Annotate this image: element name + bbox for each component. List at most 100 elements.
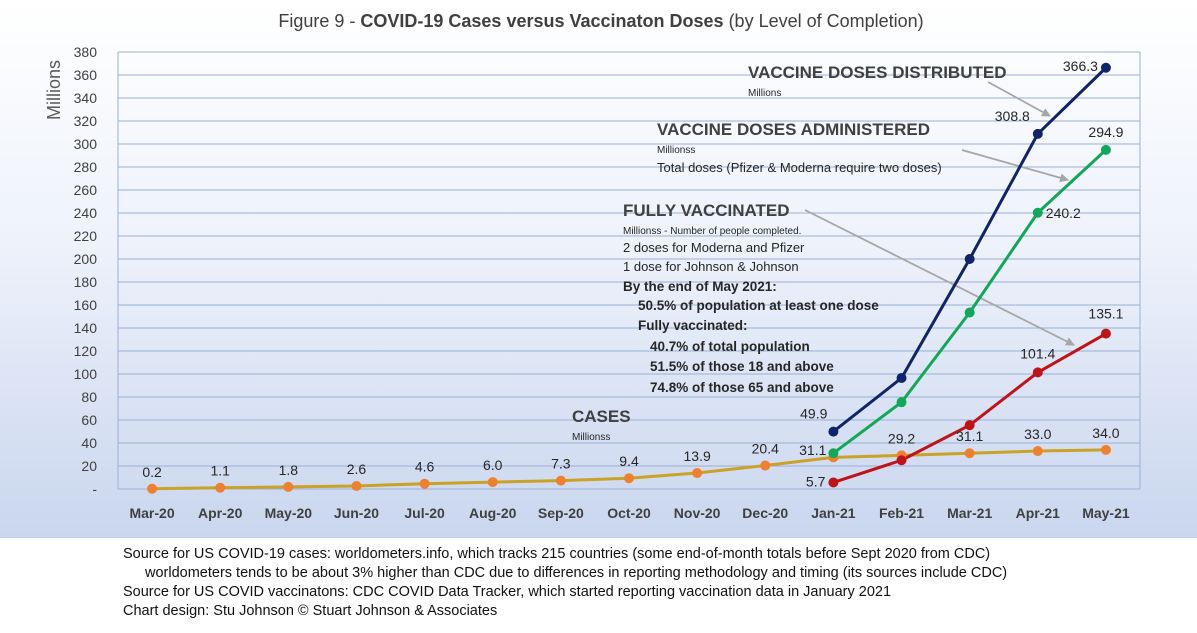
arrow-distributed xyxy=(987,81,1051,117)
annotation-fully-stat-1: By the end of May 2021: xyxy=(623,279,777,294)
x-tick-jun-20: Jun-20 xyxy=(334,505,379,521)
annotation-distributed-title: VACCINE DOSES DISTRIBUTED xyxy=(748,63,1007,82)
x-tick-nov-20: Nov-20 xyxy=(674,505,721,521)
series-line-fully xyxy=(832,332,1107,484)
gridlines xyxy=(117,51,1141,490)
arrow-administered xyxy=(961,149,1069,183)
data-label-administered-may-21: 294.9 xyxy=(1088,124,1123,140)
y-tick-60: 60 xyxy=(81,412,97,428)
point-distributed-feb-21 xyxy=(896,373,907,384)
y-tick-280: 280 xyxy=(74,159,98,175)
y-tick-380: 380 xyxy=(74,44,98,60)
x-tick-apr-20: Apr-20 xyxy=(198,505,243,521)
point-administered-may-21 xyxy=(1100,144,1111,155)
line-chart: Figure 9 - COVID-19 Cases versus Vaccina… xyxy=(44,11,1141,521)
point-cases-oct-20 xyxy=(624,473,634,484)
point-fully-feb-21 xyxy=(896,455,907,466)
y-tick-220: 220 xyxy=(74,228,98,244)
annotation-administered-note: Total doses (Pfizer & Moderna require tw… xyxy=(657,160,942,175)
point-administered-mar-21 xyxy=(964,307,975,318)
data-label-administered-jan-21: 31.1 xyxy=(799,442,826,458)
y-tick-80: 80 xyxy=(81,389,97,405)
annotation-fully-stat-6: 74.8% of those 65 and above xyxy=(650,380,834,395)
point-distributed-may-21 xyxy=(1100,62,1111,73)
point-distributed-jan-21 xyxy=(828,426,839,437)
y-tick-100: 100 xyxy=(74,366,98,382)
point-fully-may-21 xyxy=(1100,328,1111,339)
annotation-fully-unit: Millionss - Number of people completed. xyxy=(623,226,801,237)
y-tick-180: 180 xyxy=(74,274,98,290)
chart-title-suffix: (by Level of Completion) xyxy=(724,11,924,31)
annotation-distributed-unit: Millions xyxy=(748,88,781,99)
x-tick-dec-20: Dec-20 xyxy=(742,505,788,521)
chart-title-bold: COVID-19 Cases versus Vaccinaton Doses xyxy=(360,11,723,31)
x-tick-may-20: May-20 xyxy=(265,505,313,521)
point-fully-jan-21 xyxy=(828,477,839,488)
point-cases-sep-20 xyxy=(555,475,566,486)
annotation-administered-unit: Millionss xyxy=(657,145,695,156)
point-administered-apr-21 xyxy=(1032,207,1043,218)
x-tick-labels: Mar-20 Apr-20 May-20 Jun-20 Jul-20 Aug-20 Sep-… xyxy=(129,505,1129,521)
y-axis-label: Millions xyxy=(44,60,64,120)
y-tick-labels: - 20 40 60 80 100 120 140 160 180 200 220 240 260 280 3… xyxy=(74,44,98,497)
annotation-fully-stat-4: 40.7% of total population xyxy=(650,339,810,354)
data-label-cases-apr-20: 1.1 xyxy=(210,463,230,479)
data-label-cases-jul-20: 4.6 xyxy=(415,459,435,475)
arrow-fully xyxy=(804,209,1075,346)
y-tick-140: 140 xyxy=(74,320,98,336)
annotation-fully-stat-2: 50.5% of population at least one dose xyxy=(638,298,879,313)
y-tick-360: 360 xyxy=(74,67,98,83)
data-label-administered-apr-21: 240.2 xyxy=(1046,205,1081,221)
x-tick-mar-20: Mar-20 xyxy=(129,505,174,521)
point-fully-apr-21 xyxy=(1032,367,1043,378)
point-cases-apr-21 xyxy=(1032,446,1043,457)
series-markers xyxy=(147,62,1111,494)
data-label-cases-jun-20: 2.6 xyxy=(347,461,367,477)
data-label-cases-sep-20: 7.3 xyxy=(551,456,571,472)
data-label-fully-may-21: 135.1 xyxy=(1088,306,1123,322)
data-label-cases-mar-20: 0.2 xyxy=(142,464,162,480)
point-cases-aug-20 xyxy=(487,477,498,488)
point-cases-may-21 xyxy=(1100,444,1111,455)
data-label-distributed-may-21: 366.3 xyxy=(1063,58,1098,74)
source-cases: Source for US COVID-19 cases: worldomete… xyxy=(123,546,991,562)
data-label-distributed-apr-21: 308.8 xyxy=(995,108,1030,124)
y-tick-320: 320 xyxy=(74,113,98,129)
y-tick-240: 240 xyxy=(74,205,98,221)
y-tick-20: 20 xyxy=(81,458,97,474)
data-label-fully-apr-21: 101.4 xyxy=(1020,345,1055,361)
y-tick-300: 300 xyxy=(74,136,98,152)
data-label-cases-dec-20: 20.4 xyxy=(752,441,779,457)
annotation-fully-note-2: 1 dose for Johnson & Johnson xyxy=(623,259,799,274)
y-tick-260: 260 xyxy=(74,182,98,198)
data-label-cases-oct-20: 9.4 xyxy=(619,453,639,469)
data-label-cases-may-21: 34.0 xyxy=(1092,425,1119,441)
x-tick-jan-21: Jan-21 xyxy=(811,505,856,521)
chart-area: Figure 9 - COVID-19 Cases versus Vaccina… xyxy=(0,0,1197,538)
point-administered-jan-21 xyxy=(828,448,839,459)
data-label-cases-feb-21: 29.2 xyxy=(888,430,915,446)
point-cases-jun-20 xyxy=(351,481,362,492)
annotation-fully-note-1: 2 doses for Moderna and Pfizer xyxy=(623,240,805,255)
data-label-cases-aug-20: 6.0 xyxy=(483,457,503,473)
annotation-cases-unit: Millionss xyxy=(572,432,610,443)
annotation-fully-title: FULLY VACCINATED xyxy=(623,201,790,220)
point-cases-jul-20 xyxy=(419,478,430,489)
x-tick-may-21: May-21 xyxy=(1082,505,1130,521)
x-tick-oct-20: Oct-20 xyxy=(607,505,651,521)
data-label-cases-mar-21: 31.1 xyxy=(956,428,983,444)
chart-credit: Chart design: Stu Johnson © Stuart Johns… xyxy=(123,603,498,619)
source-vaccinations: Source for US COVID vaccinatons: CDC COV… xyxy=(123,584,892,600)
annotation-fully-stat-3: Fully vaccinated: xyxy=(638,318,748,333)
point-fully-mar-21 xyxy=(964,420,975,431)
x-tick-aug-20: Aug-20 xyxy=(469,505,517,521)
data-labels: 0.2 1.1 1.8 2.6 4.6 6.0 7.3 9.4 13.9 20.4 29.2 31.1… xyxy=(142,58,1123,490)
x-tick-sep-20: Sep-20 xyxy=(538,505,584,521)
point-distributed-mar-21 xyxy=(964,254,975,264)
chart-title-prefix: Figure 9 - xyxy=(278,11,360,31)
point-cases-apr-20 xyxy=(215,482,226,493)
x-tick-mar-21: Mar-21 xyxy=(947,505,992,521)
data-label-cases-may-20: 1.8 xyxy=(279,462,299,478)
data-label-fully-jan-21: 5.7 xyxy=(806,473,826,489)
y-tick-40: 40 xyxy=(81,435,97,451)
